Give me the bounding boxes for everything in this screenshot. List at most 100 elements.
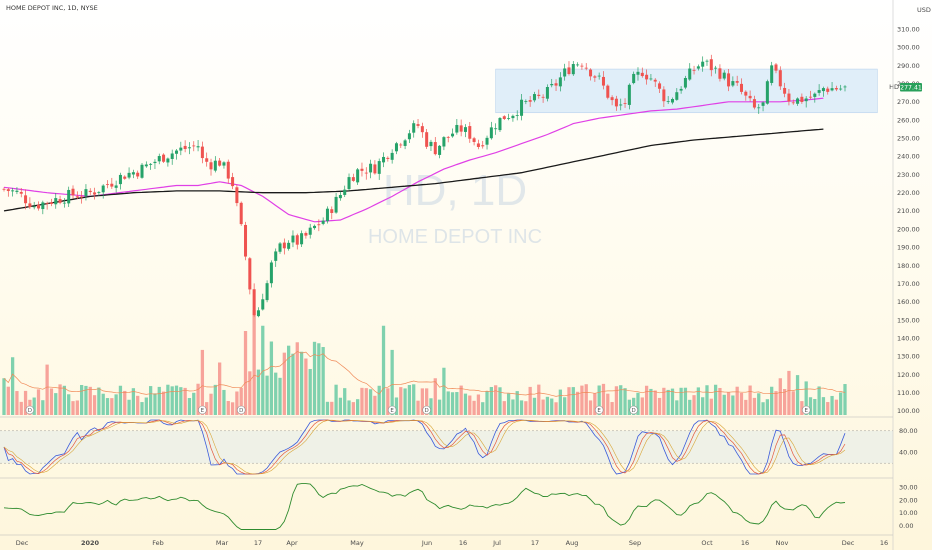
candle-body	[295, 235, 299, 245]
candle-body	[826, 88, 830, 92]
candle-body	[709, 59, 713, 71]
candle-body	[808, 96, 813, 98]
volume-bar	[230, 402, 235, 415]
candle-body	[209, 162, 213, 170]
candle-body	[563, 68, 567, 77]
candle-body	[658, 83, 662, 89]
candle-body	[183, 145, 187, 150]
volume-bar	[476, 394, 481, 415]
candle-body	[701, 61, 705, 67]
candle-body	[666, 101, 670, 102]
volume-bar	[291, 353, 295, 415]
candle-body	[576, 64, 580, 66]
volume-bar	[174, 385, 179, 415]
candle-body	[515, 115, 519, 116]
candle-body	[32, 206, 36, 208]
volume-bar	[718, 387, 722, 415]
consolidation-range-box[interactable]	[495, 68, 878, 114]
volume-bar	[416, 400, 420, 415]
volume-bar	[489, 387, 493, 415]
time-axis[interactable]: Dec 2020 Feb Mar 17 Apr May Jun 16 Jul 17 Aug Sep Oct…	[16, 539, 888, 547]
volume-bar	[334, 384, 338, 415]
oscillator-pane[interactable]: 30.00 20.00 10.00 0.00	[0, 477, 918, 530]
volume-bar	[688, 399, 692, 415]
candle-body	[589, 69, 593, 77]
candle-body	[735, 81, 739, 83]
candle-body	[532, 94, 536, 101]
volume-bar	[567, 387, 571, 415]
volume-bar	[713, 384, 718, 415]
volume-bar	[10, 357, 15, 415]
event-marker[interactable]: D	[236, 405, 246, 415]
volume-bar	[256, 369, 261, 415]
candle-body	[610, 97, 614, 101]
event-marker-circle	[198, 405, 207, 415]
price-tick-label: 100.00	[897, 407, 920, 415]
candle-body	[364, 172, 368, 174]
volume-bar	[140, 402, 144, 415]
candle-body	[386, 157, 390, 159]
candle-body	[144, 164, 148, 167]
volume-bar	[239, 387, 243, 415]
volume-bar	[321, 347, 325, 415]
candle-body	[714, 67, 718, 69]
volume-bar	[45, 364, 49, 415]
price-tick-label: 250.00	[897, 134, 920, 142]
time-tick-label: Mar	[216, 539, 229, 547]
volume-bar	[274, 372, 278, 415]
event-marker[interactable]: D	[25, 405, 35, 415]
stochastic-pane[interactable]: 80.00 40.00	[0, 416, 918, 475]
volume-bar	[515, 391, 519, 415]
price-tick-label: 120.00	[897, 371, 920, 379]
event-marker[interactable]: E	[387, 405, 397, 415]
candle-body	[162, 154, 166, 162]
stochastic-band	[0, 430, 893, 464]
candle-body	[54, 198, 58, 205]
candle-body	[244, 224, 248, 257]
volume-bar	[593, 393, 597, 415]
volume-bar	[308, 368, 312, 415]
oscillator-tick-label: 30.00	[899, 484, 918, 492]
candle-body	[748, 95, 752, 99]
volume-bar	[36, 389, 41, 415]
event-marker[interactable]: D	[422, 405, 431, 415]
time-tick-label: 2020	[81, 539, 100, 547]
event-marker[interactable]: E	[801, 405, 811, 415]
candle-body	[429, 141, 433, 147]
candle-body	[502, 116, 506, 119]
candle-body	[166, 158, 170, 163]
price-tick-label: 240.00	[897, 153, 920, 161]
candle-body	[787, 93, 791, 102]
event-marker-circle	[387, 405, 397, 415]
candle-body	[265, 283, 269, 301]
volume-bar	[696, 387, 701, 415]
candle-body	[304, 232, 308, 236]
candle-body	[507, 118, 511, 119]
event-marker[interactable]: D	[629, 405, 638, 415]
volume-bar	[118, 385, 123, 415]
volume-bar	[455, 392, 459, 415]
volume-bar	[6, 386, 10, 415]
candle-body	[67, 189, 71, 204]
candle-body	[351, 177, 355, 181]
candle-body	[192, 145, 196, 147]
candle-body	[58, 199, 62, 203]
candle-body	[360, 168, 364, 171]
volume-bar	[200, 349, 205, 415]
price-tick-label: 200.00	[897, 225, 920, 233]
volume-bar	[23, 390, 28, 415]
time-tick-label: 16	[880, 539, 888, 547]
oscillator-axis: 30.00 20.00 10.00 0.00	[899, 484, 918, 530]
volume-bar	[338, 397, 343, 415]
volume-bar	[770, 386, 774, 415]
volume-bar	[800, 401, 804, 415]
volume-bar	[390, 349, 394, 415]
event-marker[interactable]: E	[594, 405, 604, 415]
candle-body	[382, 156, 386, 163]
candle-body	[459, 125, 463, 132]
volume-bar	[161, 391, 166, 415]
price-tag-ticker: HD	[889, 83, 899, 91]
event-marker[interactable]: E	[198, 405, 207, 415]
